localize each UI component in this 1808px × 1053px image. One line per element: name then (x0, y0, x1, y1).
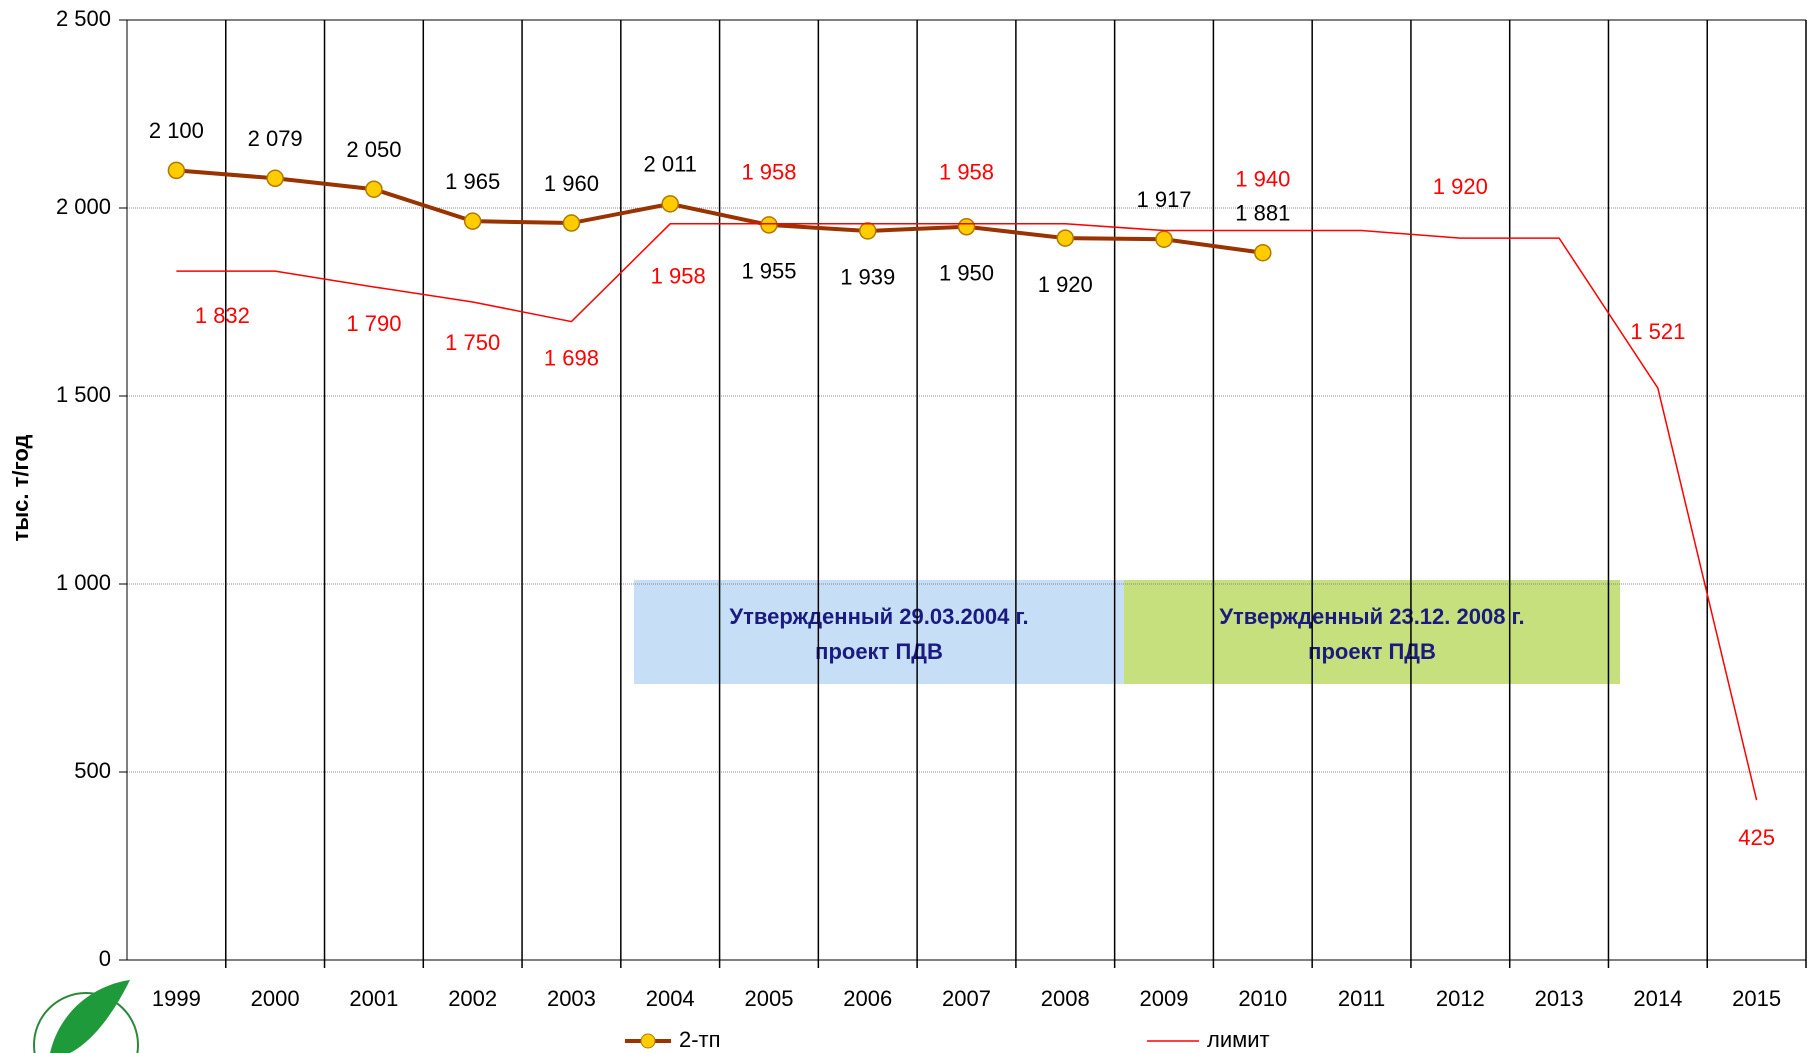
data-label: 1 965 (445, 169, 500, 194)
x-tick-label: 2007 (942, 986, 991, 1011)
data-label: 1 950 (939, 261, 994, 286)
annotation-text: проект ПДВ (1308, 639, 1436, 664)
data-label: 425 (1738, 825, 1775, 850)
marker (365, 180, 383, 198)
x-tick-label: 2006 (843, 986, 892, 1011)
x-tick-label: 2010 (1238, 986, 1287, 1011)
data-label: 1 960 (544, 171, 599, 196)
marker (167, 161, 186, 180)
legend-label: 2-тп (679, 1027, 721, 1052)
data-label: 1 958 (651, 264, 706, 289)
y-tick-label: 2 000 (56, 194, 111, 219)
x-tick-label: 2011 (1338, 986, 1385, 1011)
series-line (176, 223, 1758, 801)
x-tick-label: 2015 (1732, 986, 1781, 1011)
y-tick-label: 500 (74, 758, 111, 783)
data-label: 1 955 (741, 259, 796, 284)
data-label: 1 521 (1630, 319, 1685, 344)
y-tick-label: 1 000 (56, 570, 111, 595)
x-tick-label: 2001 (349, 986, 398, 1011)
data-label: 1 920 (1433, 174, 1488, 199)
marker (1155, 230, 1173, 248)
data-label: 2 011 (643, 152, 696, 177)
marker (1056, 229, 1075, 247)
series-line (176, 168, 1264, 255)
data-label: 1 920 (1038, 272, 1093, 297)
marker (858, 222, 877, 240)
marker (661, 195, 679, 213)
marker (562, 214, 581, 232)
annotation-text: Утвержденный 29.03.2004 г. (729, 604, 1028, 629)
annotation-box (634, 580, 1124, 684)
x-tick-label: 2002 (448, 986, 497, 1011)
x-tick-label: 2013 (1535, 986, 1584, 1011)
data-label: 1 832 (195, 303, 250, 328)
x-tick-label: 1999 (152, 986, 201, 1011)
x-tick-label: 2008 (1041, 986, 1090, 1011)
x-tick-label: 2003 (547, 986, 596, 1011)
x-tick-label: 2004 (646, 986, 695, 1011)
annotation-box (1124, 580, 1620, 684)
annotation-text: проект ПДВ (815, 639, 943, 664)
marker (266, 169, 284, 188)
data-label: 1 881 (1235, 201, 1290, 226)
data-label: 2 050 (346, 137, 401, 162)
logo (33, 980, 139, 1053)
marker (1254, 243, 1272, 262)
data-label: 1 698 (544, 345, 599, 370)
data-label: 1 940 (1235, 166, 1290, 191)
legend-marker (640, 1033, 656, 1049)
y-tick-label: 1 500 (56, 382, 111, 407)
data-label: 2 079 (248, 126, 303, 151)
annotation-text: Утвержденный 23.12. 2008 г. (1219, 604, 1524, 629)
legend-label: лимит (1207, 1027, 1270, 1052)
data-label: 1 958 (939, 160, 994, 185)
data-label: 1 750 (445, 330, 500, 355)
y-axis-label: тыс. т/год (8, 435, 33, 542)
x-tick-label: 2009 (1140, 986, 1189, 1011)
data-label: 1 939 (840, 265, 895, 290)
data-label: 1 958 (741, 160, 796, 185)
y-tick-label: 0 (99, 946, 111, 971)
x-tick-label: 2012 (1436, 986, 1485, 1011)
y-tick-label: 2 500 (56, 6, 111, 31)
marker (957, 218, 976, 236)
marker (463, 212, 482, 230)
data-label: 2 100 (149, 118, 204, 143)
data-label: 1 790 (346, 311, 401, 336)
marker (760, 216, 778, 234)
x-tick-label: 2005 (744, 986, 793, 1011)
x-tick-label: 2014 (1633, 986, 1682, 1011)
data-label: 1 917 (1136, 187, 1191, 212)
x-tick-label: 2000 (251, 986, 300, 1011)
